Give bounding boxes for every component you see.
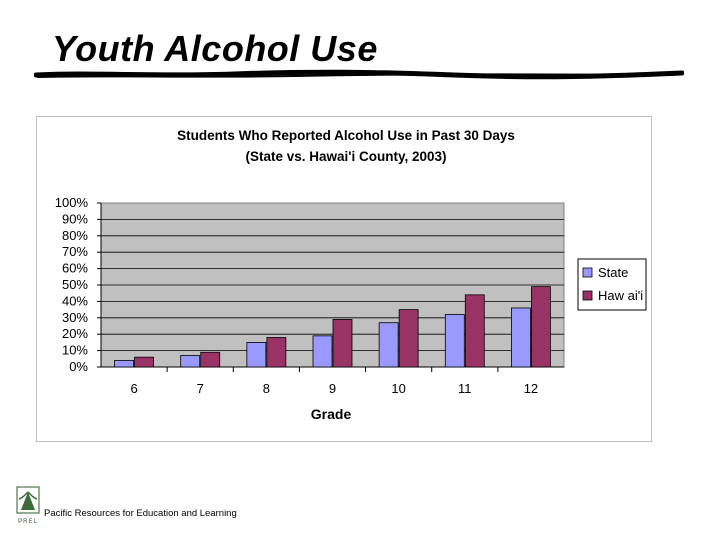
y-tick-label: 50% bbox=[62, 277, 88, 292]
x-tick-label: 10 bbox=[391, 381, 405, 396]
y-tick-label: 100% bbox=[55, 195, 89, 210]
bar-state-grade-7 bbox=[180, 355, 201, 368]
legend: State Haw ai'i bbox=[577, 258, 647, 311]
bar-state-grade-11 bbox=[444, 314, 465, 368]
x-tick-label: 8 bbox=[263, 381, 270, 396]
x-tick-label: 11 bbox=[458, 381, 472, 396]
y-tick-label: 10% bbox=[62, 343, 88, 358]
legend-label: Haw ai'i bbox=[598, 288, 643, 303]
bar-hawaii-grade-9 bbox=[332, 319, 353, 368]
chart-subtitle: (State vs. Hawai'i County, 2003) bbox=[245, 149, 446, 164]
y-tick-label: 60% bbox=[62, 261, 88, 276]
legend-swatch-hawaii bbox=[582, 290, 593, 301]
bar-hawaii-grade-11 bbox=[464, 294, 485, 368]
bar-hawaii-grade-12 bbox=[531, 286, 551, 368]
y-tick-label: 80% bbox=[62, 228, 88, 243]
bar-hawaii-grade-8 bbox=[266, 337, 287, 368]
x-axis-title: Grade bbox=[311, 406, 352, 422]
bar-state-grade-8 bbox=[246, 341, 267, 368]
x-tick-label: 7 bbox=[197, 381, 204, 396]
y-tick-label: 90% bbox=[62, 211, 88, 226]
bar-state-grade-6 bbox=[114, 360, 134, 368]
plot-area: 0%10% 20%30% 40%50%60% 70%80% 90%100% 6 7 8 9 10 1… bbox=[55, 195, 565, 396]
y-tick-label: 0% bbox=[69, 359, 88, 374]
legend-swatch-state bbox=[582, 267, 593, 278]
bar-state-grade-10 bbox=[378, 322, 399, 368]
x-tick-label: 6 bbox=[130, 381, 137, 396]
x-tick-label: 12 bbox=[524, 381, 538, 396]
x-tick-label: 9 bbox=[329, 381, 336, 396]
y-tick-label: 30% bbox=[62, 310, 88, 325]
chart-title: Students Who Reported Alcohol Use in Pas… bbox=[177, 128, 515, 143]
y-tick-label: 70% bbox=[62, 244, 88, 259]
bar-hawaii-grade-7 bbox=[200, 351, 221, 368]
bar-state-grade-9 bbox=[312, 335, 333, 368]
y-tick-label: 40% bbox=[62, 293, 88, 308]
bar-hawaii-grade-6 bbox=[134, 356, 154, 368]
legend-label: State bbox=[598, 265, 628, 280]
bar-hawaii-grade-10 bbox=[398, 309, 419, 368]
title-underline bbox=[34, 69, 684, 80]
chart: Students Who Reported Alcohol Use in Pas… bbox=[55, 128, 647, 422]
bar-state-grade-12 bbox=[511, 307, 531, 368]
y-tick-label: 20% bbox=[62, 326, 88, 341]
legend-box bbox=[577, 258, 647, 311]
logo-text: PREL bbox=[18, 519, 38, 525]
footer-org-name: Pacific Resources for Education and Lear… bbox=[44, 508, 237, 519]
slide-title: Youth Alcohol Use bbox=[52, 28, 378, 69]
prel-logo: PREL bbox=[16, 486, 40, 525]
